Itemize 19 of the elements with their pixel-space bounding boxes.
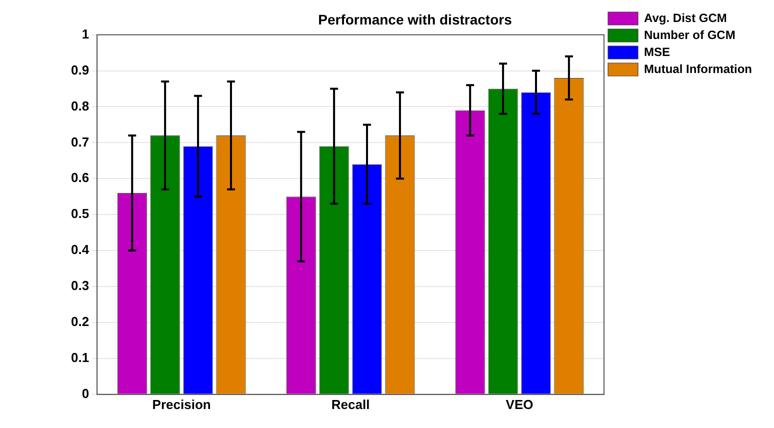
y-tick-label: 0.3 xyxy=(70,278,90,294)
x-tick-label: VEO xyxy=(506,396,534,412)
x-tick-label: Recall xyxy=(331,396,370,412)
y-tick-label: 1 xyxy=(82,26,90,42)
legend-label: MSE xyxy=(644,44,670,59)
y-tick-label: 0.5 xyxy=(70,206,90,222)
y-tick-label: 0.9 xyxy=(70,62,90,78)
legend-label: Number of GCM xyxy=(644,28,736,42)
y-tick-label: 0.8 xyxy=(70,98,90,114)
x-tick-label: Precision xyxy=(152,396,211,412)
y-tick-label: 0.2 xyxy=(70,314,90,330)
y-tick-label: 0.4 xyxy=(70,242,90,258)
y-tick-label: 0.1 xyxy=(70,350,90,366)
legend-label: Mutual Information xyxy=(644,62,752,76)
legend-label: Avg. Dist GCM xyxy=(644,10,727,25)
y-tick-label: 0.7 xyxy=(70,134,90,150)
y-tick-label: 0 xyxy=(82,386,90,401)
y-tick-label: 0.6 xyxy=(70,170,90,186)
chart-title: Performance with distractors xyxy=(318,11,512,28)
